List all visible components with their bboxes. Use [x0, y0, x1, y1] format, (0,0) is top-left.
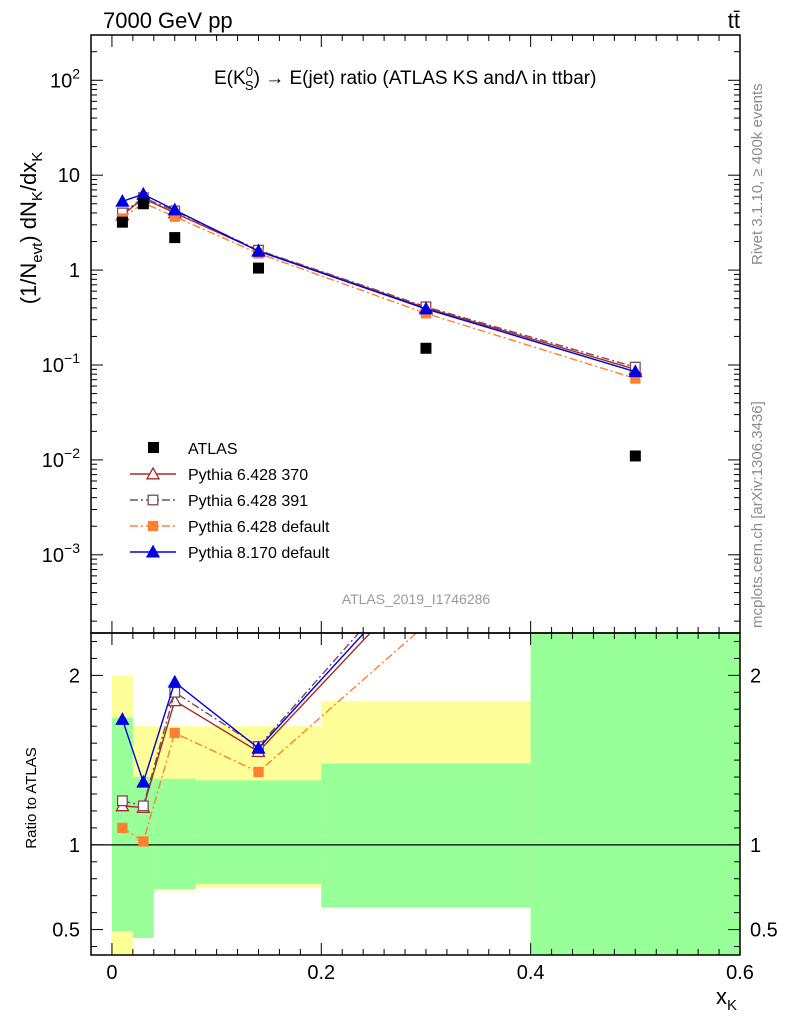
y-tick-label-ratio-right: 2 — [750, 665, 761, 687]
y-tick-label-main: 10−3 — [42, 540, 80, 567]
series-point-main-3 — [115, 194, 130, 207]
process-label: tt̄ — [728, 8, 740, 33]
atlas-data-point — [629, 450, 641, 462]
atlas-data-point — [420, 342, 432, 354]
ratio-bands — [111, 633, 740, 955]
legend-label-0: Pythia 6.428 370 — [188, 467, 308, 484]
x-tick-label: 0.6 — [726, 962, 754, 984]
series-point-ratio-2 — [169, 727, 180, 739]
ratio-band-inner — [195, 780, 322, 884]
series-point-ratio-1 — [421, 552, 431, 562]
series-point-ratio-2 — [117, 822, 128, 834]
series-line-ratio-3 — [121, 633, 365, 785]
x-tick-label: 0 — [106, 962, 117, 984]
legend-marker-1 — [147, 494, 159, 506]
series-point-ratio-1 — [116, 795, 128, 807]
legend-label-1: Pythia 6.428 391 — [188, 493, 308, 510]
y-tick-label-main: 10−1 — [42, 350, 80, 377]
x-tick-label: 0.4 — [517, 962, 545, 984]
ratio-band-inner — [530, 633, 740, 955]
y-tick-label-ratio-right: 1 — [750, 835, 761, 857]
series-point-ratio-0 — [420, 568, 432, 579]
mcplots-label: mcplots.cern.ch [arXiv:1306.3436] — [749, 401, 766, 628]
ratio-band-inner — [132, 777, 154, 939]
y-tick-label-main: 10−2 — [42, 445, 80, 472]
series-point-main-3 — [628, 364, 643, 378]
legend-marker-2 — [147, 520, 159, 532]
y-tick-label-ratio: 0.5 — [52, 920, 80, 942]
series-point-ratio-1 — [137, 800, 149, 812]
y-tick-label-main: 1 — [69, 260, 80, 282]
legend: ATLAS Pythia 6.428 370 Pythia 6.428 391 Pyt… — [130, 441, 330, 562]
atlas-data-point — [169, 232, 181, 244]
series-point-ratio-2 — [138, 836, 149, 847]
x-axis-label: xK — [716, 984, 737, 1014]
y-tick-label-main: 102 — [50, 65, 80, 92]
main-panel-marks — [115, 186, 643, 462]
ratio-band-inner — [153, 778, 196, 889]
y-tick-label-ratio: 2 — [69, 665, 80, 687]
series-point-ratio-3 — [136, 774, 151, 788]
atlas-data-point — [137, 198, 149, 210]
series-point-ratio-3 — [420, 559, 432, 570]
y-axis-label-ratio: Ratio to ATLAS — [23, 747, 40, 848]
series-line-main-0 — [121, 197, 636, 371]
y-tick-label-ratio: 1 — [69, 835, 80, 857]
legend-marker-3 — [145, 544, 161, 558]
series-point-main-3 — [251, 243, 266, 257]
ratio-panel-marks — [115, 552, 432, 847]
rivet-version-label: Rivet 3.1.10, ≥ 400k events — [749, 83, 766, 265]
legend-label-3: Pythia 8.170 default — [188, 545, 330, 562]
series-point-main-3 — [167, 202, 182, 216]
y-tick-label-ratio-right: 0.5 — [750, 920, 778, 942]
legend-marker-0 — [145, 466, 161, 480]
atlas-data-point — [252, 262, 264, 274]
legend-marker-atlas — [148, 442, 159, 453]
ratio-band-inner — [321, 763, 531, 908]
legend-label-atlas: ATLAS — [188, 441, 238, 458]
main-panel-frame — [90, 34, 741, 634]
series-point-ratio-3 — [115, 712, 130, 725]
analysis-tag: ATLAS_2019_I1746286 — [342, 591, 491, 607]
legend-label-2: Pythia 6.428 default — [188, 519, 330, 536]
series-point-ratio-2 — [253, 766, 264, 778]
chart-marks — [91, 186, 740, 847]
plot-title: E(K0 S) → E(jet) ratio (ATLAS KS andΛ in … — [214, 64, 596, 93]
atlas-data-point — [116, 216, 128, 228]
plot-frames: 0 0.2 0.4 0.6 102 10 1 10−1 10−2 10−3 2 2 1 1 0.5 0.5 — [42, 34, 778, 984]
series-point-ratio-3 — [251, 740, 266, 754]
series-line-main-1 — [121, 196, 636, 368]
x-tick-label: 0.2 — [307, 962, 335, 984]
energy-label: 7000 GeV pp — [103, 8, 233, 33]
series-point-main-3 — [418, 301, 434, 315]
y-tick-label-main: 10 — [58, 165, 80, 187]
y-axis-label-main: (1/Nevt) dNK/dxK — [16, 152, 46, 305]
series-point-ratio-3 — [167, 674, 182, 688]
